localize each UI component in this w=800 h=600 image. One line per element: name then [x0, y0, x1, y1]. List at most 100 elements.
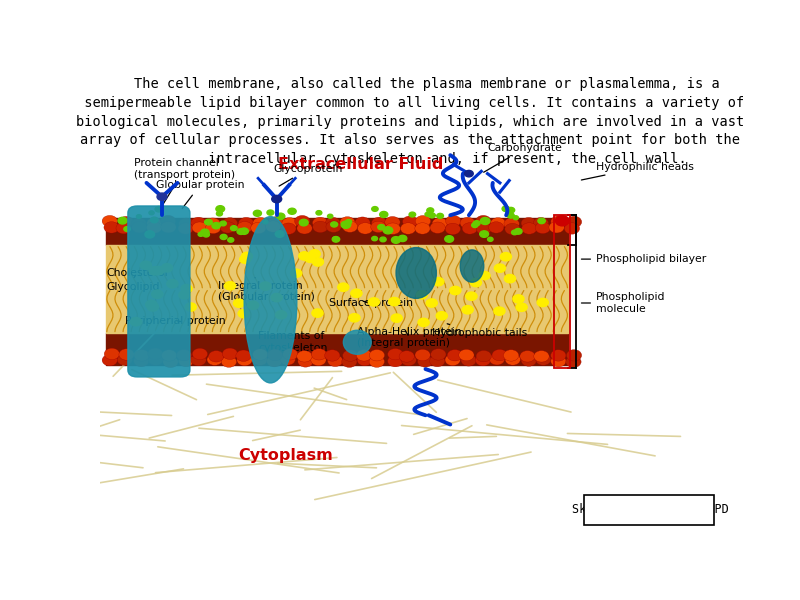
Circle shape [163, 356, 178, 368]
Circle shape [566, 216, 582, 227]
Circle shape [130, 317, 142, 326]
Circle shape [433, 278, 444, 286]
Circle shape [102, 215, 118, 227]
Circle shape [566, 356, 581, 368]
Circle shape [437, 214, 443, 218]
Circle shape [222, 348, 238, 359]
Circle shape [162, 263, 173, 272]
Circle shape [398, 235, 407, 242]
Circle shape [205, 218, 221, 229]
Circle shape [520, 350, 535, 362]
Circle shape [310, 354, 326, 365]
Circle shape [465, 170, 474, 177]
Circle shape [507, 213, 514, 218]
Circle shape [237, 221, 252, 233]
Circle shape [145, 231, 154, 238]
Text: Cholesterol: Cholesterol [106, 268, 168, 278]
Circle shape [479, 271, 490, 280]
Circle shape [372, 206, 378, 211]
Circle shape [157, 193, 167, 200]
Circle shape [494, 264, 506, 272]
Circle shape [513, 216, 518, 220]
Circle shape [333, 237, 338, 241]
Text: The cell membrane, also called the plasma membrane or plasmalemma, is a
 semiper: The cell membrane, also called the plasm… [76, 77, 744, 166]
Circle shape [131, 218, 146, 229]
Circle shape [402, 216, 418, 227]
Circle shape [327, 214, 333, 218]
Circle shape [275, 311, 286, 319]
Circle shape [191, 217, 206, 229]
Circle shape [178, 218, 194, 229]
Circle shape [389, 298, 400, 306]
Circle shape [446, 215, 461, 227]
Circle shape [522, 223, 537, 234]
Ellipse shape [396, 248, 436, 298]
Text: Surface protein: Surface protein [330, 298, 414, 308]
Circle shape [355, 217, 370, 229]
Circle shape [401, 355, 416, 366]
Circle shape [140, 261, 151, 269]
Circle shape [176, 349, 191, 361]
Circle shape [462, 305, 474, 314]
Circle shape [351, 289, 362, 298]
Circle shape [340, 217, 355, 228]
Circle shape [514, 229, 522, 234]
Circle shape [445, 223, 461, 235]
Circle shape [399, 351, 414, 362]
Circle shape [550, 350, 566, 361]
Circle shape [240, 255, 251, 263]
Circle shape [535, 222, 550, 233]
Text: Globular protein: Globular protein [156, 180, 244, 208]
Circle shape [368, 298, 379, 306]
Circle shape [369, 356, 385, 367]
Circle shape [266, 356, 282, 367]
Bar [106, 245, 568, 333]
Circle shape [342, 356, 357, 367]
Circle shape [504, 274, 515, 283]
Circle shape [152, 290, 163, 298]
Circle shape [380, 237, 386, 242]
Circle shape [119, 349, 134, 360]
Circle shape [416, 291, 427, 299]
Circle shape [288, 208, 296, 214]
Circle shape [555, 215, 569, 226]
Circle shape [430, 349, 446, 360]
Circle shape [326, 217, 341, 229]
Circle shape [378, 224, 385, 230]
Text: Filaments of
cytoskeleton: Filaments of cytoskeleton [258, 331, 327, 353]
Circle shape [415, 215, 430, 227]
Circle shape [533, 217, 549, 229]
Circle shape [370, 221, 386, 233]
Text: Alpha-Helix protein
(Integral protein): Alpha-Helix protein (Integral protein) [358, 327, 462, 349]
Circle shape [490, 353, 505, 365]
Circle shape [137, 215, 142, 218]
Text: Carbohydrate: Carbohydrate [484, 143, 562, 172]
Circle shape [282, 218, 298, 229]
Circle shape [134, 350, 150, 361]
Circle shape [426, 299, 438, 307]
Circle shape [192, 222, 207, 233]
Circle shape [326, 221, 342, 232]
Circle shape [147, 303, 158, 311]
Circle shape [418, 356, 433, 367]
Circle shape [341, 221, 350, 229]
Circle shape [418, 318, 429, 326]
Circle shape [290, 269, 302, 277]
Circle shape [148, 354, 163, 365]
Circle shape [436, 311, 447, 320]
Circle shape [155, 206, 162, 212]
Circle shape [254, 210, 262, 217]
Circle shape [494, 307, 505, 316]
Circle shape [297, 223, 312, 234]
Circle shape [206, 222, 221, 233]
Circle shape [268, 217, 284, 228]
Circle shape [325, 350, 340, 361]
Circle shape [489, 222, 504, 233]
Circle shape [220, 235, 227, 239]
Text: Hydrophobic tails: Hydrophobic tails [432, 324, 527, 338]
Circle shape [222, 218, 238, 229]
Circle shape [178, 223, 194, 234]
Circle shape [225, 281, 236, 290]
Circle shape [153, 266, 164, 275]
Text: Phospholipid
molecule: Phospholipid molecule [582, 292, 666, 314]
